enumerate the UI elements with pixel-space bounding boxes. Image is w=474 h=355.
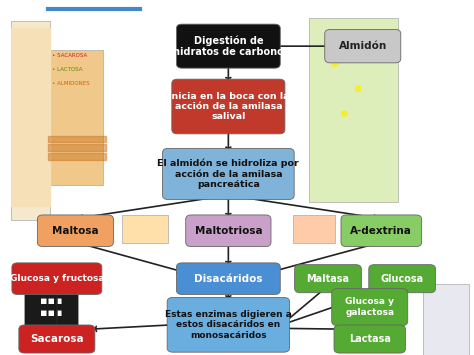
FancyBboxPatch shape <box>50 50 103 185</box>
Text: • LACTOSA: • LACTOSA <box>52 67 83 72</box>
Text: • SACAROSA: • SACAROSA <box>52 53 88 58</box>
FancyBboxPatch shape <box>12 263 102 295</box>
FancyBboxPatch shape <box>167 297 290 352</box>
Text: Estas enzimas digieren a
estos disacáridos en
monosacáridos: Estas enzimas digieren a estos disacárid… <box>165 310 292 340</box>
Text: Maltasa: Maltasa <box>307 274 349 284</box>
FancyBboxPatch shape <box>334 325 405 353</box>
Text: Glucosa: Glucosa <box>381 274 424 284</box>
FancyBboxPatch shape <box>172 79 285 134</box>
Text: Sacarosa: Sacarosa <box>30 334 84 344</box>
FancyBboxPatch shape <box>332 289 408 326</box>
Point <box>331 61 339 67</box>
FancyBboxPatch shape <box>19 325 95 353</box>
FancyBboxPatch shape <box>325 29 401 63</box>
FancyBboxPatch shape <box>293 215 335 243</box>
FancyBboxPatch shape <box>25 289 78 325</box>
Text: Glucosa y
galactosa: Glucosa y galactosa <box>345 297 394 317</box>
Text: Maltotriosa: Maltotriosa <box>194 226 262 236</box>
Text: Almidón: Almidón <box>338 41 387 51</box>
FancyBboxPatch shape <box>186 215 271 246</box>
FancyBboxPatch shape <box>369 265 436 293</box>
FancyBboxPatch shape <box>122 215 168 243</box>
FancyBboxPatch shape <box>341 215 422 246</box>
Text: Maltosa: Maltosa <box>52 226 99 236</box>
Text: Glucosa y fructosa: Glucosa y fructosa <box>9 274 104 283</box>
FancyBboxPatch shape <box>176 24 280 68</box>
FancyBboxPatch shape <box>37 215 113 246</box>
Text: Disacáridos: Disacáridos <box>194 274 263 284</box>
FancyBboxPatch shape <box>295 265 361 293</box>
FancyBboxPatch shape <box>10 21 50 220</box>
FancyBboxPatch shape <box>310 18 398 202</box>
Point <box>355 86 362 92</box>
Text: El almidón se hidroliza por
acción de la amilasa
pancreática: El almidón se hidroliza por acción de la… <box>157 159 299 189</box>
Text: A-dextrina: A-dextrina <box>350 226 412 236</box>
Text: Inicia en la boca con la
acción de la amilasa
salival: Inicia en la boca con la acción de la am… <box>168 92 289 121</box>
Text: • ALMIDONES: • ALMIDONES <box>52 81 90 86</box>
Text: Lactasa: Lactasa <box>349 334 391 344</box>
FancyBboxPatch shape <box>163 148 294 200</box>
Text: ▪▪▪
▪▪▪: ▪▪▪ ▪▪▪ <box>40 296 63 318</box>
Point <box>340 111 348 116</box>
FancyBboxPatch shape <box>176 263 280 295</box>
FancyBboxPatch shape <box>423 284 469 355</box>
Text: Digestión de
hidratos de carbono: Digestión de hidratos de carbono <box>173 35 284 57</box>
